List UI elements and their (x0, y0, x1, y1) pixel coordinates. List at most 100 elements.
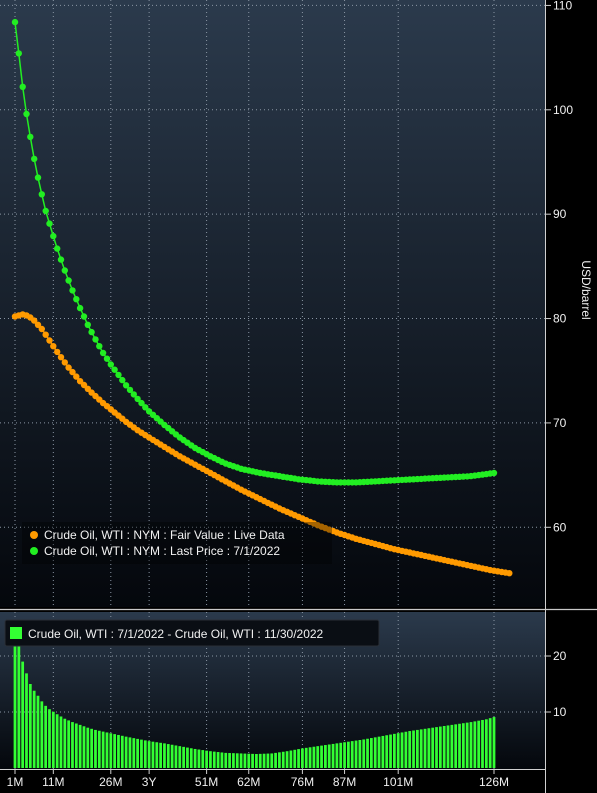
spread-bar (427, 728, 431, 768)
spread-bar (101, 731, 105, 768)
spread-bar (461, 723, 465, 768)
spread-bar (228, 753, 231, 768)
spread-bar (86, 727, 90, 768)
spread-bar (174, 745, 178, 768)
spread-bar (377, 736, 381, 768)
spread-bar (94, 729, 97, 768)
spread-bar (435, 727, 438, 768)
spread-bars (13, 630, 496, 768)
last-price-point (65, 277, 72, 284)
spread-bar (312, 746, 316, 768)
last-price-point (76, 304, 84, 312)
x-tick-label: 3Y (142, 775, 157, 789)
last-price-point (119, 376, 126, 384)
spread-bar (415, 729, 419, 768)
fair-value-point (506, 570, 513, 577)
x-tick-label: 1M (7, 775, 24, 789)
spread-bar (469, 722, 473, 768)
last-price-point (99, 349, 107, 357)
spread-bar (67, 720, 71, 768)
spread-bar (201, 750, 205, 768)
spread-bar (262, 753, 266, 768)
fair-value-point (42, 331, 49, 338)
top-grid (0, 4, 545, 528)
spread-bar (220, 752, 224, 768)
last-price-point (490, 469, 498, 477)
spread-bar (392, 733, 396, 768)
top-legend: Crude Oil, WTI : NYM : Fair Value : Live… (22, 522, 332, 564)
spread-bar (431, 727, 435, 768)
last-price-point (138, 399, 145, 407)
spread-bar (473, 721, 477, 768)
fair-value-point (31, 317, 38, 324)
spread-bar (481, 719, 484, 768)
last-price-point (27, 133, 34, 141)
spread-bar (465, 722, 469, 768)
spread-bar (396, 733, 400, 768)
spread-bar (40, 701, 44, 768)
spread-bar (170, 744, 174, 768)
fair-value-point (46, 337, 53, 344)
spread-bar (492, 717, 496, 768)
spread-bar (186, 747, 189, 768)
spread-bar (419, 729, 423, 768)
spread-bar (442, 726, 446, 768)
spread-bar (327, 744, 331, 768)
spread-bar (36, 695, 40, 768)
legend-marker-last-price (30, 547, 38, 555)
y-tick-label: 10 (553, 705, 567, 719)
y-tick-label: 90 (553, 207, 567, 221)
spread-bar (48, 709, 51, 768)
last-price-point (115, 371, 122, 379)
spread-bar (335, 743, 339, 768)
spread-bar (120, 735, 124, 768)
spread-bar (258, 753, 262, 768)
last-price-point (92, 336, 99, 343)
spread-bar (454, 724, 458, 768)
spread-bar (166, 744, 170, 768)
spread-bar (224, 752, 228, 768)
bottom-grid (0, 655, 545, 713)
spread-bar (389, 734, 392, 768)
spread-bar (354, 740, 358, 768)
x-tick-label: 101M (383, 775, 413, 789)
spread-bar (189, 748, 193, 768)
spread-bar (281, 751, 285, 768)
y-tick-label: 60 (553, 520, 567, 534)
top-legend-box (22, 522, 332, 564)
bottom-legend: Crude Oil, WTI : 7/1/2022 - Crude Oil, W… (4, 619, 380, 647)
spread-bar (159, 742, 162, 768)
spread-bar (320, 745, 323, 768)
spread-bar (232, 753, 235, 768)
spread-bar (124, 736, 128, 768)
spread-bar (308, 747, 312, 768)
spread-bar (477, 720, 481, 768)
spread-bar (178, 746, 182, 768)
legend-label-fair-value: Crude Oil, WTI : NYM : Fair Value : Live… (44, 528, 285, 542)
spread-bar (438, 726, 442, 768)
spread-bar (212, 751, 216, 768)
curve-lines (11, 18, 513, 577)
spread-bar (113, 734, 117, 768)
spread-bar (385, 735, 389, 768)
spread-bar (59, 716, 63, 768)
legend-label-spread: Crude Oil, WTI : 7/1/2022 - Crude Oil, W… (28, 627, 324, 641)
spread-bar (362, 739, 366, 768)
x-tick-label: 26M (99, 775, 122, 789)
spread-bar (251, 753, 254, 768)
spread-bar (25, 673, 28, 768)
spread-bar (285, 751, 289, 768)
last-price-point (80, 313, 88, 320)
spread-bar (78, 724, 82, 768)
y-tick-label: 110 (553, 0, 572, 12)
fair-value-point (38, 325, 45, 333)
last-price-point (46, 220, 53, 227)
spread-bar (255, 754, 258, 768)
fair-value-point (50, 343, 57, 350)
spread-bar (128, 737, 132, 768)
y-tick-label: 20 (553, 649, 567, 663)
last-price-point (88, 328, 95, 336)
spread-bar (51, 711, 55, 768)
spread-bar (151, 741, 155, 768)
spread-bar (381, 735, 385, 768)
